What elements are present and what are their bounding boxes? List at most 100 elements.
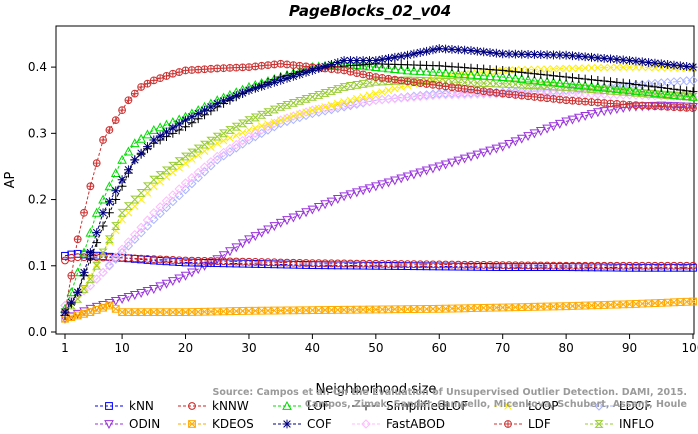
data-point — [238, 307, 247, 315]
data-point — [180, 178, 191, 188]
data-point — [555, 50, 565, 60]
data-point — [669, 102, 679, 112]
data-point — [251, 62, 260, 71]
data-point — [212, 99, 222, 108]
data-point — [555, 95, 564, 104]
data-point — [453, 45, 463, 55]
data-point — [440, 160, 451, 170]
data-point — [92, 228, 102, 238]
data-point — [123, 293, 134, 302]
data-point — [567, 115, 578, 125]
data-point — [543, 94, 552, 103]
data-point — [98, 221, 108, 231]
data-point — [334, 99, 342, 108]
data-point — [561, 117, 571, 127]
data-point — [181, 159, 190, 167]
data-point — [250, 113, 260, 122]
data-point — [651, 102, 659, 110]
data-point — [650, 87, 660, 97]
data-point — [295, 61, 304, 70]
data-point — [333, 305, 342, 314]
data-point — [429, 80, 437, 89]
data-point — [295, 110, 304, 118]
data-point — [118, 106, 126, 114]
data-point — [149, 214, 159, 225]
legend-item-simplifiedlof: SimplifiedLOF — [352, 399, 468, 413]
data-point — [193, 167, 203, 178]
data-point — [459, 154, 470, 164]
data-point — [492, 88, 501, 97]
data-point — [188, 155, 196, 163]
legend-marker — [594, 401, 604, 411]
x-tick-label: 60 — [432, 341, 447, 355]
data-point — [143, 79, 152, 88]
data-point — [542, 50, 552, 60]
data-point — [288, 213, 299, 223]
data-point — [594, 64, 602, 72]
data-point — [117, 154, 127, 164]
data-point — [625, 101, 634, 109]
data-point — [263, 225, 273, 235]
data-point — [263, 79, 273, 89]
data-point — [351, 188, 362, 198]
data-point — [689, 297, 697, 306]
data-point — [504, 80, 514, 88]
data-point — [237, 239, 248, 249]
data-point — [346, 56, 355, 65]
data-point — [637, 57, 647, 67]
data-point — [396, 64, 407, 74]
data-point — [142, 215, 153, 225]
data-point — [600, 63, 608, 72]
data-point — [92, 159, 101, 167]
data-point — [123, 146, 134, 156]
data-point — [219, 64, 228, 72]
data-point — [409, 78, 418, 87]
data-point — [402, 172, 413, 182]
data-point — [313, 202, 324, 212]
y-axis-label: AP — [3, 171, 18, 188]
data-point — [561, 50, 571, 60]
data-point — [644, 81, 653, 91]
data-point — [225, 93, 235, 103]
legend-label: COF — [307, 417, 332, 431]
data-point — [485, 79, 495, 88]
data-point — [403, 305, 412, 314]
data-point — [510, 49, 520, 59]
data-point — [111, 222, 121, 230]
x-tick-label: 20 — [178, 341, 193, 355]
data-point — [580, 111, 591, 121]
data-point — [307, 93, 318, 101]
data-point — [117, 244, 127, 254]
data-point — [586, 81, 597, 91]
data-point — [301, 94, 311, 103]
data-point — [200, 105, 209, 115]
data-point — [263, 122, 273, 132]
data-point — [264, 306, 272, 315]
data-point — [187, 66, 196, 74]
data-point — [231, 243, 242, 253]
data-point — [573, 79, 584, 89]
data-point — [599, 76, 609, 86]
legend-marker — [594, 420, 604, 428]
data-point — [682, 62, 692, 71]
data-point — [111, 252, 121, 262]
data-point — [130, 89, 139, 98]
data-point — [440, 67, 451, 77]
data-point — [105, 197, 114, 207]
data-point — [314, 64, 324, 73]
data-point — [130, 229, 140, 240]
data-point — [98, 208, 108, 218]
data-point — [124, 165, 133, 175]
data-point — [199, 167, 210, 177]
data-point — [244, 85, 254, 95]
data-point — [453, 88, 464, 98]
data-point — [200, 147, 209, 155]
data-point — [618, 84, 629, 94]
data-point — [168, 190, 178, 200]
data-point — [276, 102, 286, 111]
y-tick-label: 0.0 — [28, 325, 47, 339]
data-point — [580, 52, 590, 62]
data-point — [136, 148, 146, 158]
data-point — [213, 307, 222, 316]
data-point — [516, 134, 527, 144]
